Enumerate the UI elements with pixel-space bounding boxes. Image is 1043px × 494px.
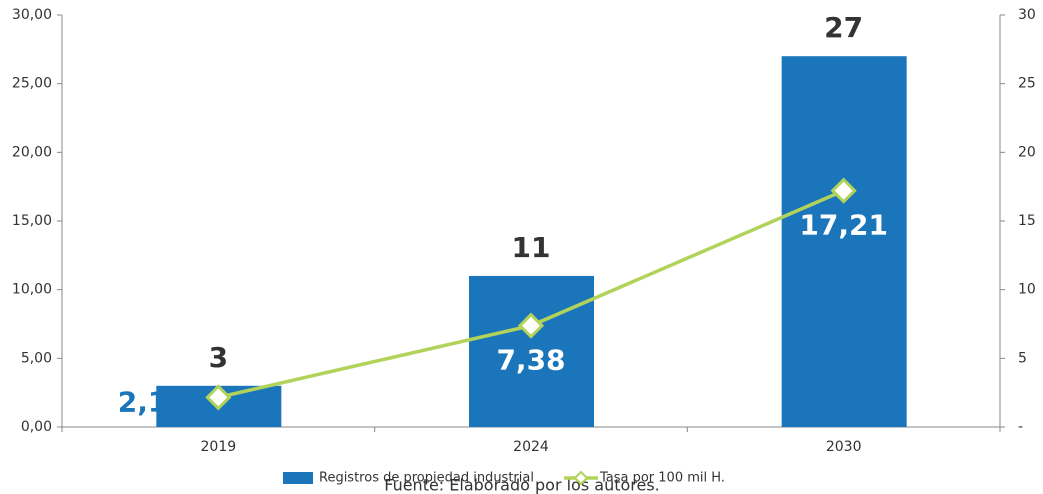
y-tick-label: 5,00 — [21, 350, 52, 366]
legend-swatch — [283, 472, 313, 484]
bar-value-label: 27 — [824, 11, 863, 44]
y-tick-label: 20,00 — [12, 144, 52, 160]
y-tick-label: 25,00 — [12, 76, 52, 92]
y2-tick-label: 10 — [1018, 282, 1036, 298]
line-marker — [517, 312, 545, 339]
legend-label: Registros de propiedad industrial — [319, 471, 534, 486]
bar — [469, 275, 594, 427]
y-tick-label: 0,00 — [21, 419, 52, 435]
bar-value-label: 3 — [209, 341, 228, 374]
bar — [781, 56, 907, 427]
y2-tick-label: 25 — [1018, 76, 1036, 92]
y2-tick-label: 20 — [1018, 144, 1036, 160]
line-value-label: 2,16 — [118, 385, 187, 418]
legend-marker — [573, 470, 589, 486]
y2-tick-label: 5 — [1018, 350, 1027, 366]
line-marker — [205, 384, 232, 411]
x-tick-label: 2024 — [513, 439, 549, 455]
y2-tick-label: 30 — [1018, 7, 1036, 23]
x-tick-label: 2019 — [201, 439, 237, 455]
x-tick-label: 2030 — [826, 439, 862, 455]
y2-tick-label: - — [1018, 419, 1023, 435]
source-note: Fuente: Elaborado por los autores. — [384, 476, 660, 494]
bar-value-label: 11 — [512, 231, 551, 264]
y-tick-label: 30,00 — [12, 7, 52, 23]
line-value-label: 7,38 — [496, 344, 565, 377]
legend-label: Tasa por 100 mil H. — [599, 471, 725, 486]
line-marker — [830, 177, 857, 204]
y-tick-label: 15,00 — [12, 213, 52, 229]
y-tick-label: 10,00 — [12, 282, 52, 298]
line-value-label: 17,21 — [799, 209, 888, 242]
y2-tick-label: 15 — [1018, 213, 1036, 229]
